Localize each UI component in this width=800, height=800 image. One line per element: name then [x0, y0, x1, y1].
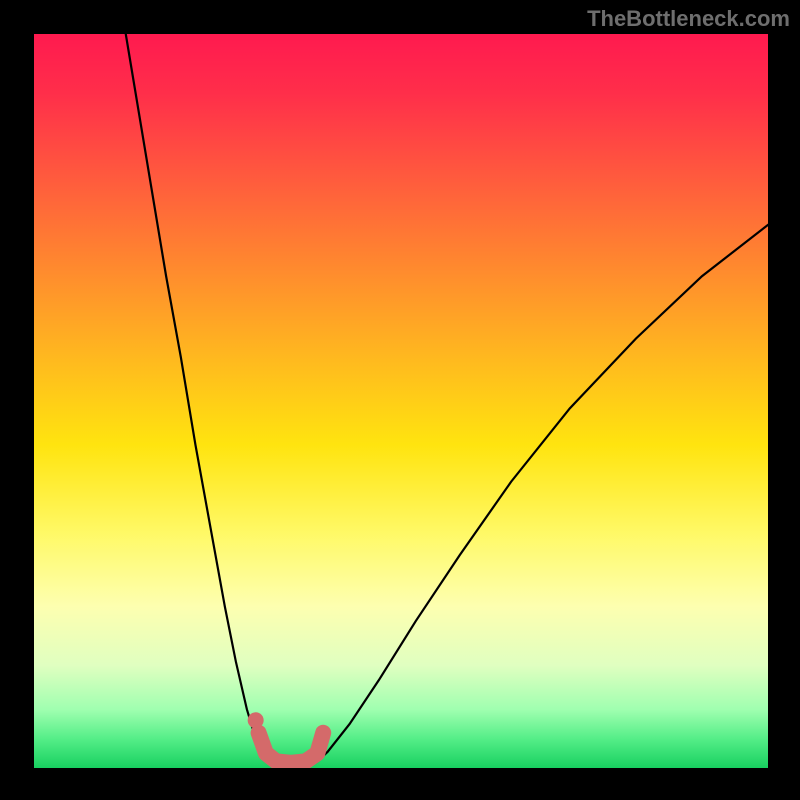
chart-svg [34, 34, 768, 768]
watermark-text: TheBottleneck.com [587, 6, 790, 32]
marker-dot [248, 712, 264, 728]
chart-area [34, 34, 768, 768]
